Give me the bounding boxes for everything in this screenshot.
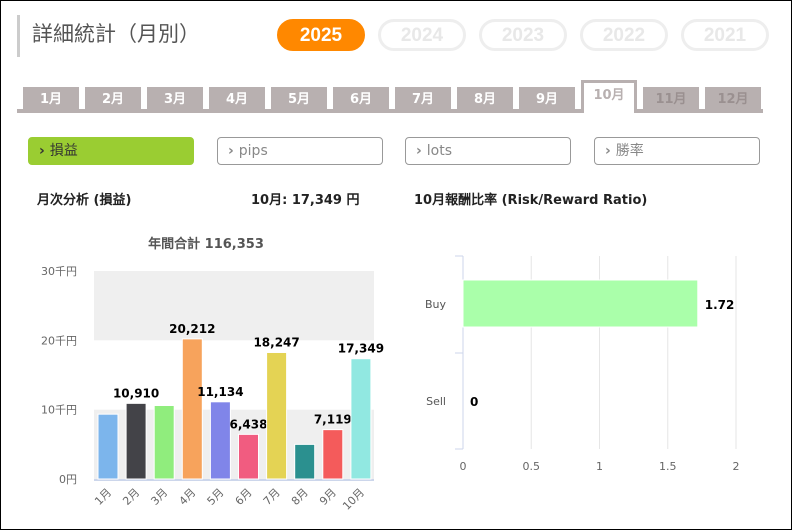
x-tick-label: 3月: [148, 486, 170, 508]
x-tick-label: 6月: [233, 486, 255, 508]
tab-month-8[interactable]: 8月: [457, 87, 513, 111]
metric-label: 損益: [49, 143, 78, 159]
x-tick-label: 4月: [177, 486, 199, 508]
y-tick-label: 0円: [59, 473, 77, 486]
tab-month-7[interactable]: 7月: [395, 87, 451, 111]
y-tick-label: 30千円: [41, 265, 77, 278]
x-tick-label: 2月: [120, 486, 142, 508]
bar-3月: [153, 405, 175, 480]
x-tick-label: 7月: [261, 486, 283, 508]
tab-month-1[interactable]: 1月: [23, 87, 79, 111]
x-tick-label: 0.5: [523, 460, 541, 473]
metric-button-1[interactable]: › pips: [217, 137, 383, 165]
tab-month-10[interactable]: 10月: [581, 80, 637, 113]
chevron-right-icon: ›: [39, 143, 45, 159]
year-button-2024[interactable]: 2024: [378, 19, 466, 51]
metric-button-0[interactable]: › 損益: [28, 137, 194, 165]
data-label: 6,438: [230, 417, 268, 431]
bar-4月: [181, 338, 203, 480]
bar-1月: [97, 413, 119, 480]
tab-month-9[interactable]: 9月: [519, 87, 575, 111]
data-label: 20,212: [169, 322, 215, 336]
data-label: 7,119: [314, 413, 352, 427]
monthly-analysis-title: 月次分析 (損益): [37, 193, 132, 208]
year-button-2023[interactable]: 2023: [479, 19, 567, 51]
plot-band: [94, 271, 374, 341]
metric-label: pips: [238, 143, 268, 159]
page-title: 詳細統計（月別）: [17, 15, 200, 57]
x-tick-label: 2: [733, 460, 740, 473]
tab-month-12[interactable]: 12月: [705, 87, 761, 111]
x-tick-label: 0: [460, 460, 467, 473]
rr-ratio-chart: 0 0.5 1 1.5 2 Buy 1.72 Sell 0: [425, 255, 740, 473]
bar-10月: [350, 358, 372, 480]
metric-button-3[interactable]: › 勝率: [594, 137, 760, 165]
x-tick-label: 9月: [317, 486, 339, 508]
bar-7月: [266, 351, 288, 480]
bar-6月: [238, 433, 259, 480]
tab-month-3[interactable]: 3月: [147, 87, 203, 111]
x-tick-label: 10月: [340, 486, 367, 513]
data-label: 17,349: [338, 342, 384, 356]
x-tick-label: 1月: [92, 486, 114, 508]
data-label: 0: [470, 395, 478, 409]
data-label: 18,247: [253, 335, 299, 349]
x-tick-label: 1: [596, 460, 603, 473]
y-tick-label: 20千円: [41, 334, 77, 347]
year-button-2025[interactable]: 2025: [277, 19, 365, 51]
metric-label: 勝率: [615, 143, 644, 159]
chevron-right-icon: ›: [416, 143, 422, 159]
bar-8月: [294, 443, 316, 480]
current-month-value: 10月: 17,349 円: [251, 193, 360, 208]
tab-month-4[interactable]: 4月: [209, 87, 265, 111]
year-button-2022[interactable]: 2022: [580, 19, 668, 51]
metric-button-2[interactable]: › lots: [405, 137, 571, 165]
chart-title: 年間合計 116,353: [148, 236, 264, 252]
year-button-2021[interactable]: 2021: [681, 19, 769, 51]
y-tick-label: 10千円: [41, 404, 77, 417]
x-tick-label: 1.5: [659, 460, 677, 473]
x-tick-label: 5月: [205, 486, 227, 508]
tab-month-6[interactable]: 6月: [333, 87, 389, 111]
category-label: Buy: [425, 298, 447, 311]
category-label: Sell: [426, 395, 446, 408]
tab-month-11[interactable]: 11月: [643, 87, 699, 111]
chevron-right-icon: ›: [605, 143, 611, 159]
metric-label: lots: [426, 143, 453, 159]
bar-Buy: [462, 279, 699, 328]
x-tick-label: 8月: [289, 486, 311, 508]
data-label: 1.72: [705, 298, 735, 312]
tab-baseline: [17, 109, 763, 113]
tab-month-2[interactable]: 2月: [85, 87, 141, 111]
chevron-right-icon: ›: [228, 143, 234, 159]
tab-month-5[interactable]: 5月: [271, 87, 327, 111]
bar-9月: [322, 429, 344, 480]
monthly-pl-chart: 年間合計 116,353 0円 10千円 20千円 30千円 1月 10,910 2月 3月 20…: [41, 236, 384, 513]
data-label: 10,910: [113, 386, 159, 400]
data-label: 11,134: [197, 385, 243, 399]
rr-ratio-title: 10月報酬比率 (Risk/Reward Ratio): [414, 193, 648, 208]
bar-5月: [209, 401, 231, 480]
bar-2月: [125, 402, 147, 480]
